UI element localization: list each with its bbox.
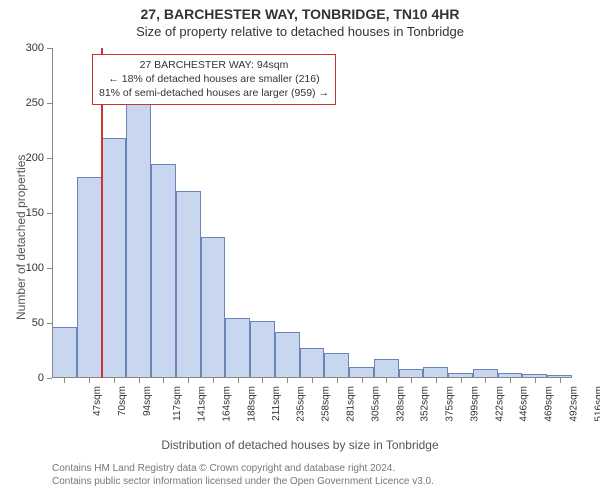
x-tick-mark [560, 378, 561, 383]
y-axis-line [52, 48, 53, 378]
y-tick-label: 200 [14, 152, 44, 164]
x-tick-mark [386, 378, 387, 383]
page-title: 27, BARCHESTER WAY, TONBRIDGE, TN10 4HR [0, 6, 600, 22]
y-tick-label: 0 [14, 372, 44, 384]
histogram-bar [176, 191, 201, 378]
x-tick-mark [312, 378, 313, 383]
y-tick-label: 300 [14, 42, 44, 54]
x-tick-mark [411, 378, 412, 383]
histogram-bar [300, 348, 325, 378]
x-tick-mark [461, 378, 462, 383]
x-axis-label: Distribution of detached houses by size … [0, 438, 600, 452]
x-tick-mark [485, 378, 486, 383]
x-tick-mark [337, 378, 338, 383]
x-tick-mark [188, 378, 189, 383]
histogram-bar [102, 138, 127, 378]
x-tick-mark [64, 378, 65, 383]
chart-subtitle: Size of property relative to detached ho… [0, 24, 600, 39]
histogram-bar [250, 321, 275, 378]
x-tick-mark [287, 378, 288, 383]
y-tick-label: 50 [14, 317, 44, 329]
x-tick-mark [139, 378, 140, 383]
y-tick-label: 100 [14, 262, 44, 274]
x-tick-mark [163, 378, 164, 383]
marker-info-box: 27 BARCHESTER WAY: 94sqm ← 18% of detach… [92, 54, 336, 105]
x-tick-mark [535, 378, 536, 383]
histogram-bar [225, 318, 250, 379]
x-tick-mark [362, 378, 363, 383]
histogram-bar [77, 177, 102, 378]
x-tick-mark [213, 378, 214, 383]
y-tick-label: 150 [14, 207, 44, 219]
x-tick-mark [89, 378, 90, 383]
x-tick-mark [238, 378, 239, 383]
y-tick-label: 250 [14, 97, 44, 109]
histogram-bar [275, 332, 300, 378]
attribution-footer: Contains HM Land Registry data © Crown c… [52, 462, 434, 488]
y-axis-label: Number of detached properties [14, 155, 28, 320]
y-tick-mark [47, 378, 52, 379]
footer-line-2: Contains public sector information licen… [52, 475, 434, 488]
histogram-bar [151, 164, 176, 379]
x-tick-mark [114, 378, 115, 383]
histogram-bar [52, 327, 77, 378]
info-line-2: ← 18% of detached houses are smaller (21… [99, 72, 329, 86]
footer-line-1: Contains HM Land Registry data © Crown c… [52, 462, 434, 475]
x-tick-mark [262, 378, 263, 383]
x-tick-mark [436, 378, 437, 383]
info-line-1: 27 BARCHESTER WAY: 94sqm [99, 58, 329, 72]
info-line-3: 81% of semi-detached houses are larger (… [99, 86, 329, 100]
histogram-bar [374, 359, 399, 378]
histogram-bar [126, 103, 151, 378]
x-tick-mark [510, 378, 511, 383]
histogram-bar [324, 353, 349, 378]
histogram-bar [201, 237, 226, 378]
